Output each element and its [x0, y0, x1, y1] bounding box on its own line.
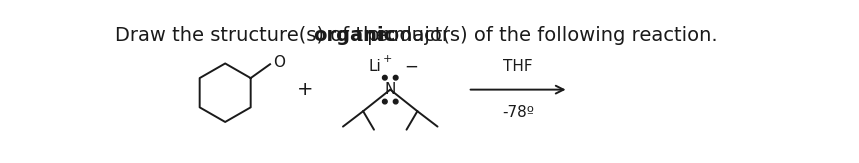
Text: −: − [405, 58, 418, 75]
Text: organic: organic [314, 27, 395, 45]
Circle shape [382, 75, 387, 80]
Circle shape [382, 99, 387, 104]
Text: Draw the structure(s) of the major: Draw the structure(s) of the major [115, 27, 456, 45]
Text: O: O [273, 55, 285, 70]
Circle shape [393, 99, 398, 104]
Circle shape [393, 75, 398, 80]
Text: Li: Li [369, 59, 381, 74]
Text: -78º: -78º [503, 105, 534, 120]
Text: N: N [385, 82, 396, 97]
Text: THF: THF [503, 59, 533, 74]
Text: product(s) of the following reaction.: product(s) of the following reaction. [361, 27, 717, 45]
Text: +: + [296, 80, 314, 99]
Text: +: + [382, 54, 392, 64]
